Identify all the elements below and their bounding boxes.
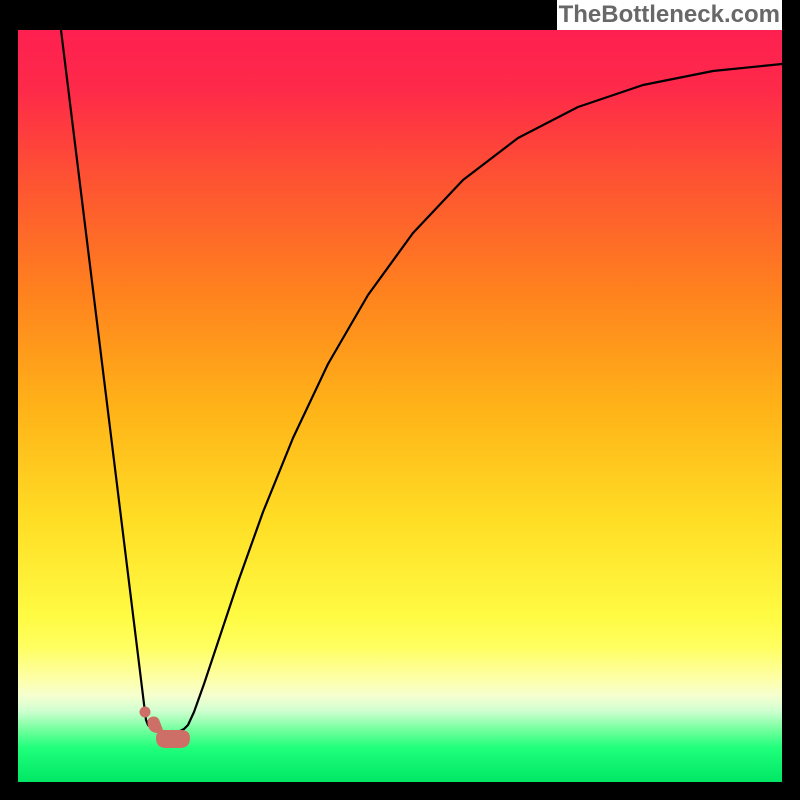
plot-area bbox=[18, 30, 782, 782]
minimum-marker-dot bbox=[140, 707, 151, 718]
bottleneck-curve-chart bbox=[18, 30, 782, 782]
gradient-background bbox=[18, 30, 782, 782]
watermark-label: TheBottleneck.com bbox=[557, 0, 782, 30]
chart-frame: TheBottleneck.com bbox=[0, 0, 800, 800]
